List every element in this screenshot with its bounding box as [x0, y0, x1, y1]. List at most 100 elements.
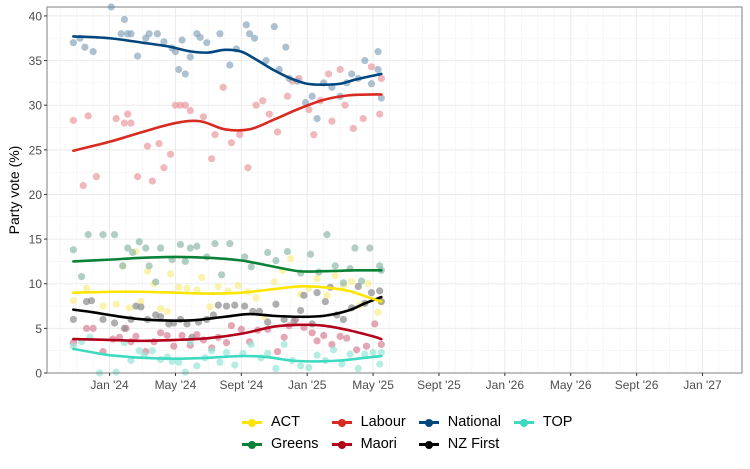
y-tick-label: 25 [29, 143, 43, 157]
data-point-national [160, 38, 168, 46]
data-point-act [374, 308, 382, 316]
data-point-top [181, 368, 189, 376]
data-point-maori [308, 329, 316, 337]
data-point-maori [280, 333, 288, 341]
scatter-points [69, 3, 385, 377]
data-point-act [125, 304, 133, 312]
data-point-maori [163, 331, 171, 340]
data-point-maori [371, 320, 379, 328]
data-point-national [367, 80, 376, 88]
data-point-nz-first [376, 287, 384, 295]
data-point-labour [208, 155, 216, 163]
data-point-greens [217, 271, 226, 279]
trend-line-nz-first [72, 295, 383, 322]
data-point-act [198, 273, 206, 282]
data-point-labour [120, 119, 129, 127]
data-point-nz-first [110, 319, 119, 327]
legend-key-icon [418, 437, 440, 451]
data-point-act [206, 303, 214, 311]
data-point-labour [265, 110, 273, 118]
data-point-national [186, 53, 194, 61]
data-point-greens [145, 262, 153, 270]
data-point-national [374, 48, 382, 56]
data-point-greens [272, 256, 280, 265]
data-point-top [222, 348, 231, 357]
data-point-act [252, 294, 260, 302]
legend-key-icon [241, 437, 263, 451]
data-point-maori [320, 331, 328, 340]
y-tick-label: 30 [29, 99, 43, 113]
data-point-greens [193, 242, 201, 250]
data-point-nz-first [339, 315, 348, 324]
data-point-greens [283, 247, 292, 256]
data-point-nz-first [272, 300, 280, 308]
data-point-greens [142, 244, 150, 252]
data-point-greens [264, 248, 272, 257]
data-point-national [196, 33, 204, 41]
data-point-maori [170, 342, 178, 350]
data-point-maori [132, 332, 140, 340]
data-point-national [81, 43, 89, 51]
legend-key-icon [331, 437, 353, 451]
x-tick-label: Jan '24 [90, 378, 129, 392]
data-point-national [242, 21, 250, 29]
data-point-national [374, 65, 382, 74]
data-point-nz-first [313, 289, 321, 297]
data-point-nz-first [367, 289, 376, 297]
data-point-top [216, 358, 224, 366]
data-point-labour [305, 106, 313, 114]
x-tick-label: May '25 [352, 378, 394, 392]
legend-label: TOP [542, 414, 573, 430]
data-point-labour [310, 131, 318, 139]
panel-border [46, 6, 743, 374]
data-point-national [308, 92, 316, 100]
data-point-act [183, 284, 191, 292]
x-tick-label: Sept '24 [220, 378, 264, 392]
data-point-top [361, 350, 369, 358]
data-point-national [361, 56, 369, 65]
data-point-labour [349, 124, 357, 133]
legend-item-greens: Greens [241, 434, 319, 454]
data-point-labour [244, 164, 252, 172]
x-tick-label: Jan '27 [683, 378, 722, 392]
data-point-maori [313, 337, 321, 345]
data-point-national [377, 94, 385, 102]
data-point-maori [178, 331, 186, 340]
data-point-act [234, 281, 242, 290]
data-point-nz-first [354, 282, 362, 291]
legend-item-nz-first: NZ First [418, 434, 501, 454]
x-tick-label: Sept '25 [417, 378, 461, 392]
data-point-labour [176, 101, 185, 109]
data-point-top [231, 361, 239, 369]
data-point-greens [247, 263, 255, 271]
data-point-labour [69, 116, 77, 124]
legend-key-icon [241, 415, 263, 429]
data-point-act [323, 291, 331, 299]
data-point-nz-first [231, 301, 239, 309]
data-point-top [346, 350, 354, 358]
data-point-labour [283, 92, 292, 100]
data-point-labour [341, 101, 349, 109]
data-point-maori [222, 339, 231, 347]
data-point-top [112, 368, 120, 376]
legend-key-icon [418, 415, 440, 429]
data-point-labour [236, 131, 244, 139]
data-point-nz-first [137, 303, 145, 311]
data-point-top [376, 360, 384, 368]
data-point-act [193, 286, 201, 294]
data-point-nz-first [321, 297, 329, 306]
data-point-greens [152, 278, 160, 286]
data-point-act [331, 272, 339, 280]
data-point-labour [376, 110, 384, 118]
legend-label: Maori [360, 436, 397, 452]
data-point-national [89, 48, 97, 56]
data-point-top [369, 348, 377, 357]
data-point-greens [366, 244, 374, 252]
data-point-maori [157, 329, 165, 337]
data-point-top [135, 347, 143, 355]
y-tick-label: 5 [35, 322, 42, 336]
data-point-national [120, 15, 129, 24]
data-point-greens [351, 244, 359, 252]
data-point-top [297, 362, 305, 370]
grid-minor [47, 7, 742, 373]
